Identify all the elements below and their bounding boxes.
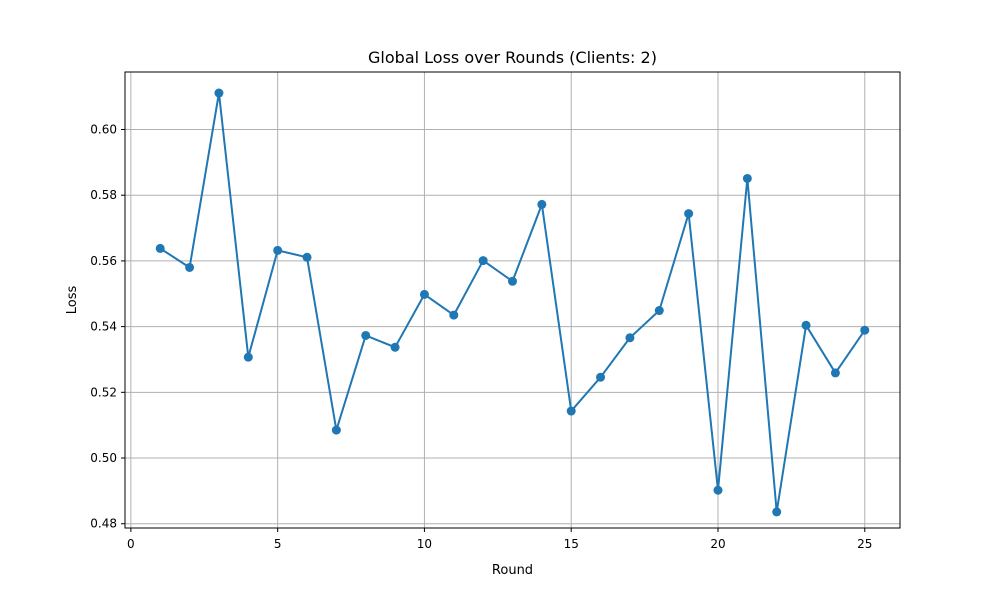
data-point xyxy=(185,262,195,272)
series-layer xyxy=(155,88,870,517)
y-tick-label: 0.54 xyxy=(90,320,117,334)
y-tick-label: 0.56 xyxy=(90,254,117,268)
data-point xyxy=(390,342,400,352)
data-point xyxy=(361,330,371,340)
data-point xyxy=(742,173,752,183)
x-tick-label: 15 xyxy=(564,537,579,551)
data-point xyxy=(860,325,870,335)
data-point xyxy=(713,485,723,495)
y-tick-label: 0.60 xyxy=(90,122,117,136)
y-tick-label: 0.58 xyxy=(90,188,117,202)
data-point xyxy=(302,252,312,262)
y-tick-label: 0.52 xyxy=(90,385,117,399)
data-point xyxy=(625,333,635,343)
data-point xyxy=(830,368,840,378)
data-point xyxy=(566,406,576,416)
chart-title: Global Loss over Rounds (Clients: 2) xyxy=(368,48,657,67)
data-point xyxy=(508,276,517,286)
data-point xyxy=(478,256,488,266)
x-tick-label: 25 xyxy=(857,537,872,551)
grid-lines xyxy=(125,72,900,528)
plot-area-frame xyxy=(124,71,901,529)
data-point xyxy=(243,352,253,362)
x-tick-label: 20 xyxy=(710,537,725,551)
data-point xyxy=(537,199,547,209)
data-point xyxy=(331,425,341,435)
y-axis-label: Loss xyxy=(65,286,80,315)
data-point xyxy=(155,243,165,253)
data-point xyxy=(684,209,694,219)
data-point xyxy=(772,507,782,517)
data-point xyxy=(449,310,459,320)
x-axis-label: Round xyxy=(492,563,533,578)
y-tick-label: 0.50 xyxy=(90,451,117,465)
data-point xyxy=(801,320,811,330)
y-tick-label: 0.48 xyxy=(90,517,117,531)
x-tick-label: 5 xyxy=(274,537,282,551)
axis-ticks: 0 5 10 15 20 25 0.48 0.50 0.52 0.54 0.56 0.58 0.60 xyxy=(90,122,872,551)
data-point xyxy=(654,306,664,316)
data-point xyxy=(419,289,429,299)
data-point xyxy=(273,245,283,255)
loss-series-line xyxy=(159,92,866,513)
x-tick-label: 0 xyxy=(127,537,135,551)
x-tick-label: 10 xyxy=(417,537,432,551)
data-point xyxy=(214,88,224,98)
data-point xyxy=(596,372,606,382)
